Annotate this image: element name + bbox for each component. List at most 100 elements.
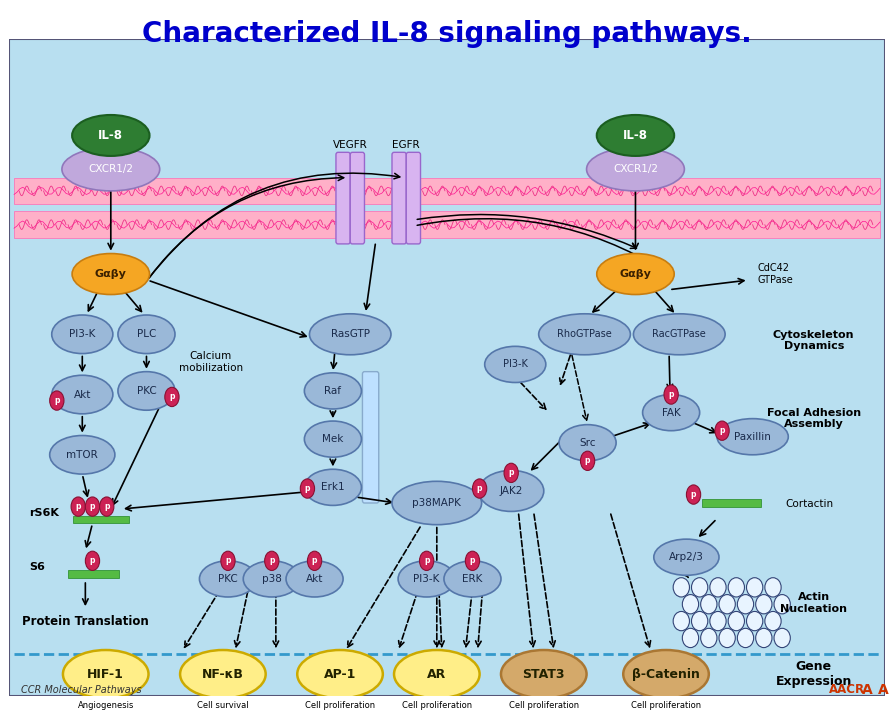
Text: AR: AR — [427, 667, 446, 681]
Ellipse shape — [52, 376, 113, 414]
Text: p: p — [469, 557, 476, 565]
Text: HIF-1: HIF-1 — [88, 667, 124, 681]
Ellipse shape — [72, 115, 149, 156]
Text: p: p — [312, 557, 317, 565]
Ellipse shape — [444, 561, 501, 597]
Text: Cell proliferation
Cell survival
Angiogenesis
Invasion: Cell proliferation Cell survival Angioge… — [509, 701, 578, 710]
Text: β-Catenin: β-Catenin — [632, 667, 700, 681]
Text: A: A — [862, 683, 873, 697]
Ellipse shape — [63, 650, 148, 698]
Circle shape — [673, 611, 689, 630]
Text: Akt: Akt — [306, 574, 324, 584]
Ellipse shape — [85, 551, 99, 570]
FancyBboxPatch shape — [336, 153, 350, 244]
Text: RasGTP: RasGTP — [331, 329, 370, 339]
Text: p: p — [305, 484, 310, 493]
FancyBboxPatch shape — [392, 153, 406, 244]
Circle shape — [738, 594, 754, 614]
Ellipse shape — [199, 561, 257, 597]
Text: Cell proliferation
Cell survival: Cell proliferation Cell survival — [401, 701, 472, 710]
Ellipse shape — [586, 148, 685, 191]
Ellipse shape — [300, 479, 315, 498]
Circle shape — [774, 594, 790, 614]
Ellipse shape — [634, 314, 725, 355]
Ellipse shape — [623, 650, 709, 698]
Ellipse shape — [597, 253, 674, 295]
Ellipse shape — [118, 371, 175, 410]
Text: PKC: PKC — [218, 574, 238, 584]
Text: Cell proliferation
Cell survival
Invasion: Cell proliferation Cell survival Invasio… — [305, 701, 375, 710]
Circle shape — [691, 611, 708, 630]
Text: CXCR1/2: CXCR1/2 — [613, 164, 658, 174]
Ellipse shape — [221, 551, 235, 570]
FancyBboxPatch shape — [68, 570, 119, 578]
Text: Angiogenesis
Cell survival
Cell metabolism: Angiogenesis Cell survival Cell metaboli… — [72, 701, 139, 710]
Circle shape — [719, 594, 735, 614]
Circle shape — [673, 578, 689, 597]
Text: Raf: Raf — [325, 386, 342, 396]
Ellipse shape — [419, 551, 434, 570]
Ellipse shape — [72, 253, 149, 295]
Circle shape — [729, 578, 745, 597]
Ellipse shape — [472, 479, 486, 498]
Text: CCR Molecular Pathways: CCR Molecular Pathways — [21, 684, 142, 695]
Text: PI3-K: PI3-K — [413, 574, 440, 584]
Ellipse shape — [664, 385, 679, 404]
Text: p: p — [169, 393, 174, 401]
Text: Characterized IL-8 signaling pathways.: Characterized IL-8 signaling pathways. — [142, 20, 752, 48]
Ellipse shape — [85, 497, 99, 516]
Circle shape — [729, 611, 745, 630]
Circle shape — [746, 611, 763, 630]
Ellipse shape — [715, 421, 730, 440]
Text: Focal Adhesion
Assembly: Focal Adhesion Assembly — [767, 408, 861, 430]
Text: Cytoskeleton
Dynamics: Cytoskeleton Dynamics — [773, 329, 855, 351]
Text: rS6K: rS6K — [30, 508, 59, 518]
Text: RhoGTPase: RhoGTPase — [557, 329, 611, 339]
Circle shape — [710, 578, 726, 597]
Ellipse shape — [717, 419, 789, 455]
Text: Cortactin: Cortactin — [785, 499, 833, 509]
Ellipse shape — [597, 115, 674, 156]
Text: Calcium
mobilization: Calcium mobilization — [179, 351, 242, 373]
FancyBboxPatch shape — [73, 516, 129, 523]
Ellipse shape — [304, 373, 361, 409]
Circle shape — [682, 628, 698, 648]
FancyBboxPatch shape — [362, 371, 379, 503]
Ellipse shape — [304, 421, 361, 457]
Ellipse shape — [297, 650, 383, 698]
Ellipse shape — [687, 485, 701, 504]
Text: NF-κB: NF-κB — [202, 667, 244, 681]
Ellipse shape — [654, 539, 719, 575]
Ellipse shape — [50, 391, 64, 410]
Circle shape — [691, 578, 708, 597]
Circle shape — [701, 628, 717, 648]
Text: p: p — [104, 502, 109, 511]
Text: PI3-K: PI3-K — [502, 359, 527, 369]
Circle shape — [719, 628, 735, 648]
Text: EGFR: EGFR — [392, 140, 420, 150]
Ellipse shape — [118, 315, 175, 354]
Circle shape — [710, 611, 726, 630]
Text: CXCR1/2: CXCR1/2 — [89, 164, 133, 174]
FancyBboxPatch shape — [702, 499, 761, 507]
Ellipse shape — [304, 469, 361, 506]
Ellipse shape — [309, 314, 391, 355]
Circle shape — [682, 594, 698, 614]
Text: Cell survival
Angiogenesis
Invasion: Cell survival Angiogenesis Invasion — [195, 701, 251, 710]
Text: p: p — [225, 557, 231, 565]
Text: Cell proliferation
Cell survival
Invasion: Cell proliferation Cell survival Invasio… — [631, 701, 701, 710]
Text: VEGFR: VEGFR — [333, 140, 367, 150]
Text: Protein Translation: Protein Translation — [22, 615, 148, 628]
Ellipse shape — [265, 551, 279, 570]
Text: Actin
Nucleation: Actin Nucleation — [780, 592, 848, 614]
Ellipse shape — [643, 395, 700, 431]
Text: p38MAPK: p38MAPK — [412, 498, 461, 508]
Text: Arp2/3: Arp2/3 — [669, 552, 704, 562]
Ellipse shape — [559, 425, 616, 461]
Text: PI3-K: PI3-K — [69, 329, 96, 339]
Text: Src: Src — [579, 438, 595, 448]
Text: p38: p38 — [262, 574, 282, 584]
Ellipse shape — [485, 346, 546, 383]
Text: p: p — [691, 490, 696, 499]
Text: p: p — [477, 484, 483, 493]
